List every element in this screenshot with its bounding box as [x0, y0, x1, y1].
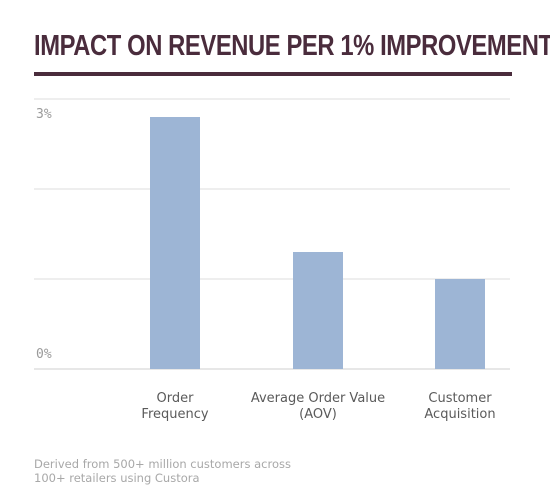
bar — [150, 117, 200, 369]
category-label: Average Order Value — [251, 391, 385, 406]
chart-title: IMPACT ON REVENUE PER 1% IMPROVEMENT — [34, 30, 550, 62]
source-footnote: Derived from 500+ million customers acro… — [34, 457, 334, 485]
y-tick-label: 3% — [36, 107, 52, 122]
y-tick-labels: 0% 3% — [36, 107, 52, 362]
bar — [435, 279, 485, 369]
title-rule — [34, 72, 512, 76]
category-label: Customer — [428, 391, 492, 406]
category-label: Order — [157, 391, 195, 406]
category-label: Frequency — [141, 407, 208, 422]
footnote-line-1: Derived from 500+ million customers acro… — [34, 457, 291, 471]
bars — [150, 117, 485, 369]
category-label: Acquisition — [424, 407, 495, 422]
y-tick-label: 0% — [36, 347, 52, 362]
gridlines — [34, 98, 510, 370]
category-label: (AOV) — [299, 407, 337, 422]
footnote-line-2: 100+ retailers using Custora — [34, 471, 200, 485]
bar — [293, 252, 343, 369]
